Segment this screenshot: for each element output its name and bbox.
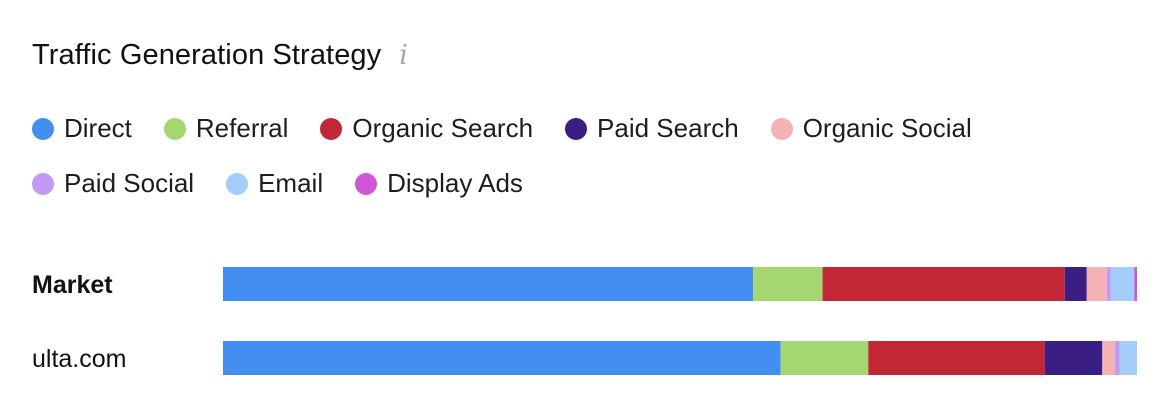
bar-segment[interactable] bbox=[1044, 341, 1103, 375]
legend-item[interactable]: Email bbox=[226, 165, 323, 202]
bar-segment[interactable] bbox=[223, 341, 781, 375]
legend-label: Direct bbox=[64, 113, 132, 143]
legend-item[interactable]: Organic Search bbox=[320, 110, 533, 147]
legend-item[interactable]: Direct bbox=[32, 110, 132, 147]
legend-swatch bbox=[770, 117, 793, 140]
bar-segment[interactable] bbox=[1106, 267, 1111, 301]
bar-segment[interactable] bbox=[868, 341, 1045, 375]
legend-item[interactable]: Paid Social bbox=[32, 165, 194, 202]
legend-swatch bbox=[226, 172, 249, 195]
legend-swatch bbox=[32, 172, 54, 195]
bar-segment[interactable] bbox=[223, 267, 754, 301]
legend-swatch bbox=[355, 172, 378, 195]
legend-label: Referral bbox=[195, 113, 289, 143]
bar-segment[interactable] bbox=[780, 341, 869, 375]
legend-swatch bbox=[565, 117, 588, 140]
legend-item[interactable]: Paid Search bbox=[565, 110, 739, 147]
bar-segment[interactable] bbox=[1134, 267, 1137, 301]
chart-legend: Direct Referral Organic Search Paid Search O… bbox=[32, 110, 1142, 202]
row-label: Market bbox=[32, 271, 113, 299]
bar-segment[interactable] bbox=[1119, 341, 1137, 375]
bar-segment[interactable] bbox=[1086, 267, 1107, 301]
bar-segment[interactable] bbox=[1102, 341, 1116, 375]
legend-item[interactable]: Organic Social bbox=[770, 110, 972, 147]
row-label: ulta.com bbox=[32, 345, 126, 373]
chart-title: Traffic Generation Strategy bbox=[32, 38, 382, 71]
legend-swatch bbox=[163, 117, 186, 140]
legend-label: Organic Social bbox=[802, 113, 972, 143]
legend-swatch bbox=[32, 117, 54, 140]
legend-label: Paid Social bbox=[64, 168, 195, 198]
bar-segment[interactable] bbox=[822, 267, 1065, 301]
legend-item[interactable]: Display Ads bbox=[355, 165, 523, 202]
bar-segment[interactable] bbox=[1115, 341, 1120, 375]
legend-label: Paid Search bbox=[597, 113, 739, 143]
legend-item[interactable]: Referral bbox=[163, 110, 289, 147]
legend-label: Display Ads bbox=[387, 168, 523, 198]
chart-header: Traffic Generation Strategy i bbox=[32, 32, 408, 78]
legend-label: Email bbox=[258, 168, 324, 198]
bar-segment[interactable] bbox=[1110, 267, 1135, 301]
legend-swatch bbox=[320, 117, 343, 140]
legend-label: Organic Search bbox=[352, 113, 534, 143]
bar-segment[interactable] bbox=[753, 267, 823, 301]
info-icon[interactable]: i bbox=[399, 39, 408, 71]
bar-segment[interactable] bbox=[1064, 267, 1087, 301]
